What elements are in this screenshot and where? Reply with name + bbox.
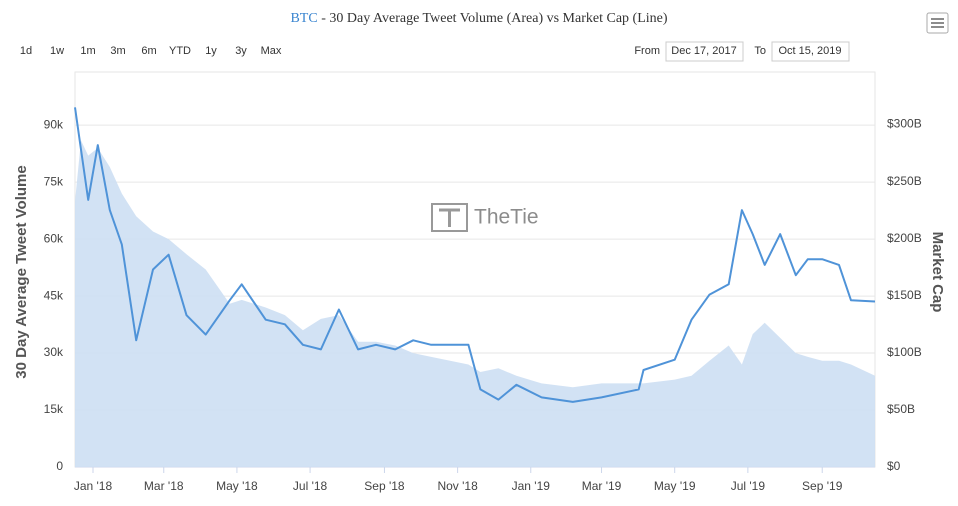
y-tick-label: 60k <box>44 231 64 245</box>
from-label: From <box>634 45 660 57</box>
plot <box>74 107 876 467</box>
y2-tick-label: $0 <box>887 459 901 473</box>
range-buttons: 1d 1w 1m 3m 6m YTD 1y 3y Max <box>20 45 282 57</box>
range-button[interactable]: 6m <box>141 45 156 57</box>
to-value: Oct 15, 2019 <box>779 45 842 57</box>
x-tick-label: Jan '18 <box>74 479 113 493</box>
y2-tick-label: $50B <box>887 402 915 416</box>
x-tick-label: Sep '18 <box>364 479 405 493</box>
y2-tick-label: $250B <box>887 174 922 188</box>
y2-axis-title: Market Cap <box>929 232 946 313</box>
range-button[interactable]: 3m <box>110 45 125 57</box>
menu-icon <box>931 18 944 28</box>
range-button[interactable]: 3y <box>235 45 247 57</box>
y2-tick-label: $300B <box>887 117 922 131</box>
range-button[interactable]: YTD <box>169 45 191 57</box>
to-input[interactable] <box>771 41 850 62</box>
y-tick-label: 15k <box>44 402 64 416</box>
to-label: To <box>754 45 766 57</box>
x-tick-label: May '19 <box>654 479 696 493</box>
watermark-text: TheTie <box>474 206 539 229</box>
y-tick-label: 0 <box>56 459 63 473</box>
title-link[interactable]: BTC <box>290 11 317 26</box>
line <box>74 107 876 403</box>
x-tick-label: May '18 <box>216 479 258 493</box>
range-button[interactable]: 1d <box>20 45 32 57</box>
x-tick-label: Jan '19 <box>512 479 551 493</box>
watermark: TheTie <box>431 203 539 232</box>
from-input[interactable] <box>665 41 744 62</box>
range-button[interactable]: Max <box>261 45 282 57</box>
y2-tick-label: $100B <box>887 345 922 359</box>
x-tick-label: Jul '19 <box>731 479 766 493</box>
x-tick-label: Mar '18 <box>144 479 184 493</box>
range-button[interactable]: 1m <box>80 45 95 57</box>
y2-tick-label: $150B <box>887 288 922 302</box>
x-tick-label: Sep '19 <box>802 479 843 493</box>
y2-tick-label: $200B <box>887 231 922 245</box>
x-tick-label: Nov '18 <box>437 479 478 493</box>
chart-title: BTC - 30 Day Average Tweet Volume (Area)… <box>290 11 667 26</box>
y-axis-title: 30 Day Average Tweet Volume <box>13 165 30 378</box>
watermark-logo <box>431 203 468 232</box>
y-tick-label: 30k <box>44 345 64 359</box>
menu-button[interactable] <box>926 12 949 34</box>
watermark-logo-t <box>439 208 460 227</box>
x-tick-label: Mar '19 <box>582 479 622 493</box>
x-tick-label: Jul '18 <box>293 479 328 493</box>
y-tick-label: 45k <box>44 288 64 302</box>
range-button[interactable]: 1y <box>205 45 217 57</box>
y-tick-label: 90k <box>44 117 64 131</box>
range-button[interactable]: 1w <box>50 45 64 57</box>
title-text: - 30 Day Average Tweet Volume (Area) vs … <box>321 11 668 26</box>
from-value: Dec 17, 2017 <box>671 45 736 57</box>
area <box>75 140 875 467</box>
y-tick-label: 75k <box>44 174 64 188</box>
